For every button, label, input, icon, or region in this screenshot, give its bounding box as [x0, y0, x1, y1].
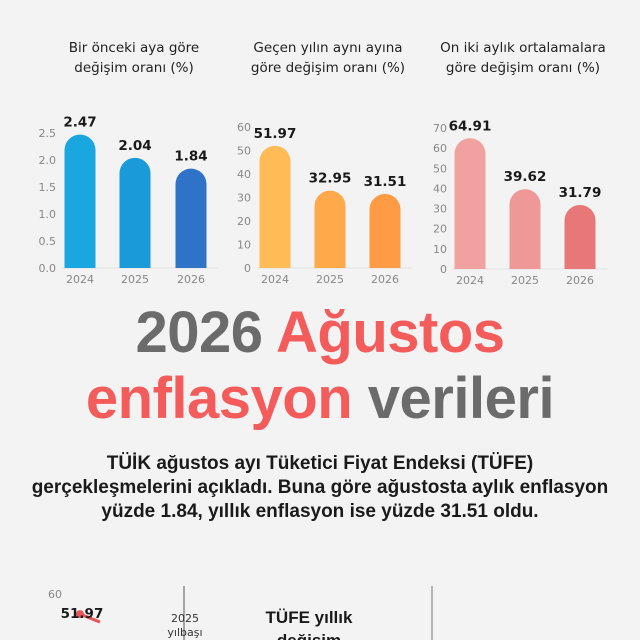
x-tick-label: 2024 [456, 274, 484, 287]
bar-2026 [369, 193, 401, 268]
x-tick-label: 2026 [177, 273, 205, 286]
bar-chart-1: 0.0 0.5 1.0 1.5 2.0 2.5 2.47 2024 2.04 2025 1.84 20… [39, 115, 219, 286]
bar-2025 [119, 157, 151, 268]
data-label: 31.51 [364, 174, 407, 190]
y-tick-label: 0 [244, 262, 251, 275]
y-tick-label: 50 [237, 145, 251, 158]
headline-inflation: enflasyon [85, 366, 353, 431]
headline-line-1: 2026 Ağustos [0, 300, 640, 366]
y-tick-label: 70 [433, 122, 447, 135]
y-tick-label: 0 [440, 263, 447, 276]
headline-line-2: enflasyon verileri [0, 366, 640, 432]
annotation-year: 2025 [171, 612, 199, 625]
y-tick-label: 2.0 [39, 154, 57, 167]
headline: 2026 Ağustos enflasyon verileri [0, 300, 640, 432]
data-label: 32.95 [309, 171, 352, 187]
data-label: 2.47 [63, 115, 96, 131]
y-tick-label: 30 [433, 203, 447, 216]
bar-2024 [454, 138, 486, 269]
y-tick-label: 60 [48, 588, 62, 601]
bar-2025 [509, 189, 541, 269]
y-tick-label: 20 [237, 215, 251, 228]
data-label: 39.62 [504, 169, 547, 185]
line-chart-title-1: TÜFE yıllık [266, 608, 353, 627]
x-tick-label: 2024 [66, 273, 94, 286]
description-text: TÜİK ağustos ayı Tüketici Fiyat Endeksi … [31, 453, 609, 522]
y-tick-label: 0.0 [39, 262, 57, 275]
y-tick-label: 30 [237, 192, 251, 205]
bar-2024 [259, 145, 291, 268]
y-tick-label: 1.0 [39, 208, 57, 221]
data-label: 64.91 [449, 118, 492, 134]
data-label: 51.97 [254, 126, 297, 142]
data-label: 51.97 [61, 606, 104, 622]
headline-data: verileri [367, 366, 555, 431]
y-tick-label: 20 [433, 223, 447, 236]
y-tick-label: 50 [433, 162, 447, 175]
y-tick-label: 60 [433, 142, 447, 155]
x-tick-label: 2024 [261, 273, 289, 286]
x-tick-label: 2025 [316, 273, 344, 286]
chart-1-title: Bir önceki aya göre değişim oranı (%) [68, 40, 200, 76]
data-label: 1.84 [174, 149, 207, 165]
bar-2026 [175, 168, 207, 268]
y-tick-label: 2.5 [39, 127, 57, 140]
top-charts-area: Bir önceki aya göre değişim oranı (%) Ge… [0, 0, 640, 300]
bar-2026 [564, 204, 596, 269]
headline-year: 2026 [135, 300, 264, 365]
y-tick-label: 40 [237, 168, 251, 181]
x-tick-label: 2026 [371, 273, 399, 286]
chart-2-title: Geçen yılın aynı ayına göre değişim oran… [250, 40, 406, 76]
y-tick-label: 0.5 [39, 235, 57, 248]
chart-3-title: On iki aylık ortalamalara göre değişim o… [440, 40, 606, 76]
top-bar-charts: 0.0 0.5 1.0 1.5 2.0 2.5 2.47 2024 2.04 2025 1.84 20… [39, 115, 608, 287]
y-tick-label: 40 [433, 182, 447, 195]
y-tick-label: 10 [433, 243, 447, 256]
line-chart-title-2: değişim [277, 631, 341, 640]
data-point [76, 610, 84, 619]
y-tick-label: 1.5 [39, 181, 57, 194]
data-label: 2.04 [118, 138, 151, 154]
data-label: 31.79 [559, 185, 602, 201]
x-tick-label: 2025 [121, 273, 149, 286]
y-tick-label: 60 [237, 121, 251, 134]
bar-2025 [314, 190, 346, 268]
x-tick-label: 2026 [566, 274, 594, 287]
annotation-label: yılbaşı [167, 626, 202, 639]
y-tick-label: 10 [237, 239, 251, 252]
x-tick-label: 2025 [511, 274, 539, 287]
bar-chart-2: 0 10 20 30 40 50 60 51.97 2024 32.95 2025 31.51 2026 [237, 121, 413, 286]
bar-2024 [64, 134, 96, 268]
bar-chart-3: 0 10 20 30 40 50 60 70 64.91 2024 39.62 2025 31.79 20… [433, 118, 608, 287]
headline-month: Ağustos [276, 300, 505, 365]
